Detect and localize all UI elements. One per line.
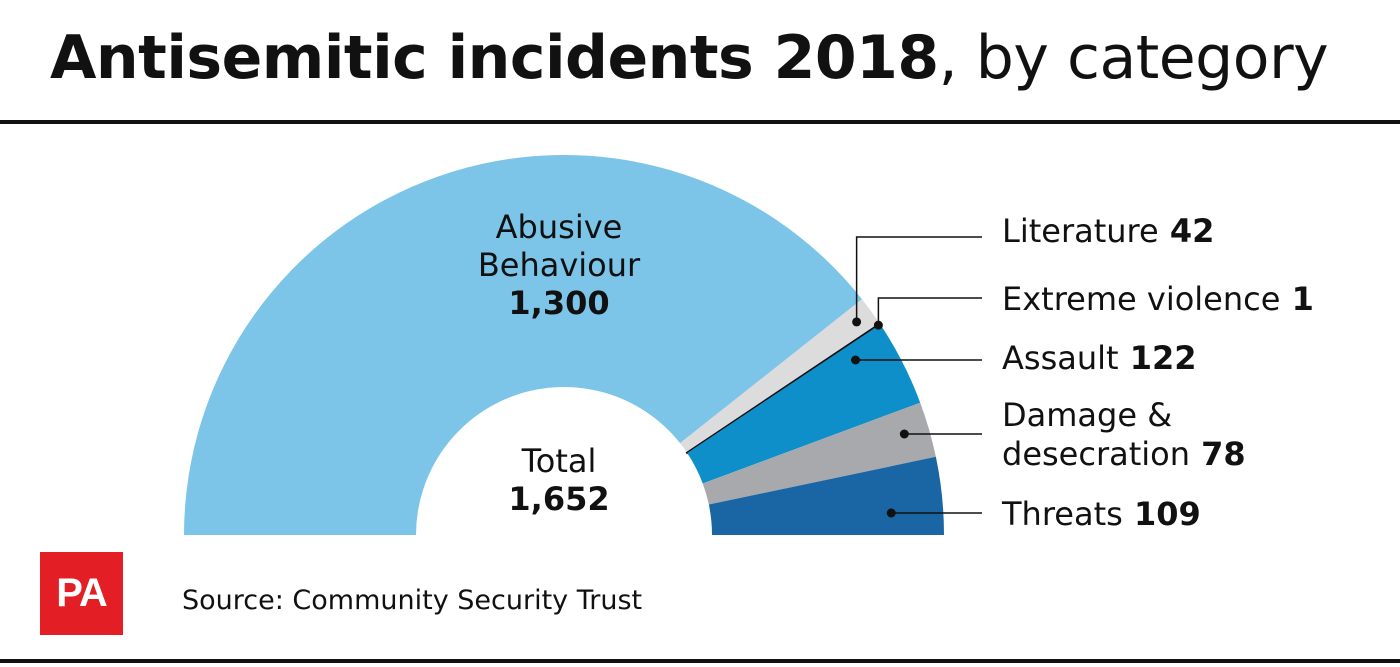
slice-label-literature: Literature 42 — [1002, 212, 1214, 250]
top-rule — [0, 120, 1400, 124]
leader-dot-damage — [899, 429, 909, 439]
slice-label-abusive-line0: Abusive — [496, 208, 623, 246]
leader-line-extreme — [877, 297, 982, 326]
slice-value-extreme: 1 — [1280, 280, 1313, 318]
slice-abusive — [183, 154, 862, 535]
leader-dot-extreme — [873, 320, 883, 330]
slice-value-damage: 78 — [1190, 435, 1246, 473]
slice-threats — [708, 456, 944, 535]
leader-dot-threats — [886, 508, 896, 518]
slice-value-assault: 122 — [1119, 339, 1197, 377]
center-label: Total — [521, 442, 597, 480]
pa-logo: PA — [40, 552, 123, 635]
slice-value-threats: 109 — [1123, 495, 1201, 533]
slice-label-extreme: Extreme violence 1 — [1002, 280, 1314, 318]
leader-dot-assault — [851, 355, 861, 365]
chart-title-main: Antisemitic incidents 2018 — [50, 23, 939, 93]
chart-slices — [183, 154, 944, 535]
leader-dot-literature — [852, 317, 862, 327]
leader-line-literature — [855, 236, 982, 322]
chart-title: Antisemitic incidents 2018, by category — [50, 28, 1329, 88]
chart-title-sub: , by category — [938, 23, 1329, 93]
slice-literature — [680, 299, 880, 453]
slice-label-threats: Threats 109 — [1001, 495, 1201, 533]
slice-label-damage-line1: desecration 78 — [1002, 435, 1246, 473]
slice-value-abusive: 1,300 — [508, 284, 609, 322]
bottom-rule — [0, 659, 1400, 663]
chart-leader-lines — [851, 236, 982, 518]
slice-assault — [687, 324, 921, 484]
slice-label-abusive-line1: Behaviour — [478, 246, 641, 284]
slice-label-assault: Assault 122 — [1002, 339, 1197, 377]
slice-damage — [702, 402, 936, 505]
slice-label-damage-line0: Damage & — [1002, 396, 1172, 434]
center-value: 1,652 — [508, 480, 609, 518]
slice-value-literature: 42 — [1159, 212, 1215, 250]
source-note: Source: Community Security Trust — [182, 585, 643, 616]
